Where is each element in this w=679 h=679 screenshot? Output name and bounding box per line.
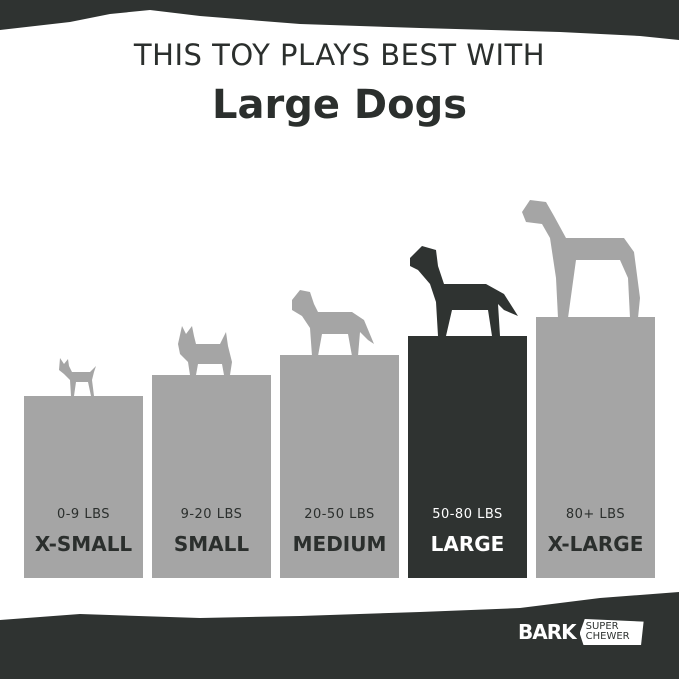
size-bar-medium: 20-50 LBS MEDIUM bbox=[280, 355, 399, 578]
size-bar-small: 9-20 LBS SMALL bbox=[152, 375, 271, 578]
great-dane-icon bbox=[522, 200, 640, 318]
large-dog-icon bbox=[410, 246, 518, 336]
size-label: SMALL bbox=[173, 532, 250, 556]
size-bar-x-large: 80+ LBS X-LARGE bbox=[536, 317, 655, 578]
medium-dog-icon bbox=[292, 290, 374, 356]
sub-brand: SUPER CHEWER bbox=[579, 619, 644, 645]
size-label: LARGE bbox=[430, 532, 505, 556]
size-label: MEDIUM bbox=[292, 532, 387, 556]
weight-range: 80+ LBS bbox=[565, 507, 626, 522]
top-torn-edge bbox=[0, 0, 679, 40]
size-bar-x-small: 0-9 LBS X-SMALL bbox=[24, 396, 143, 578]
recommended-size: Large Dogs bbox=[211, 82, 468, 128]
weight-range: 0-9 LBS bbox=[56, 507, 111, 522]
weight-range: 9-20 LBS bbox=[180, 507, 243, 522]
weight-range: 20-50 LBS bbox=[304, 507, 375, 522]
chihuahua-icon bbox=[59, 358, 96, 396]
bark-super-chewer-logo: BARK SUPER CHEWER bbox=[518, 619, 644, 645]
bottom-torn-edge bbox=[0, 592, 679, 679]
size-label: X-LARGE bbox=[547, 532, 644, 556]
headline: THIS TOY PLAYS BEST WITH bbox=[133, 38, 546, 72]
terrier-icon bbox=[178, 326, 232, 375]
weight-range: 50-80 LBS bbox=[432, 507, 503, 522]
size-label: X-SMALL bbox=[34, 532, 133, 556]
size-bar-large: 50-80 LBS LARGE bbox=[408, 336, 527, 578]
brand-name: BARK bbox=[518, 620, 577, 644]
